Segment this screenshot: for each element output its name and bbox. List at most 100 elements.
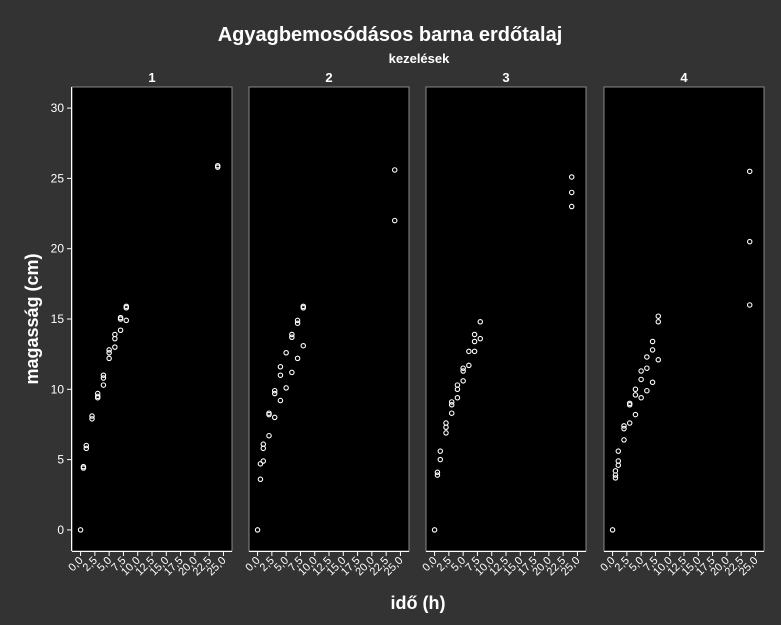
data-point [632,392,639,398]
data-point [471,331,478,338]
data-point [655,313,662,319]
data-point [254,527,261,533]
data-point [123,317,130,324]
data-point [123,303,130,310]
data-point [106,355,112,362]
data-point [294,320,301,326]
data-point [621,423,627,429]
data-point [632,386,639,393]
data-point [106,349,112,356]
data-point [94,390,101,397]
data-point [644,365,650,371]
chart-subtitle: kezelések [389,51,450,66]
data-point [443,430,449,436]
data-point [100,372,107,378]
data-point [266,410,272,416]
data-point [655,357,662,363]
data-point [448,399,455,405]
data-point [615,448,622,454]
data-point [283,349,289,356]
data-point [649,338,656,345]
data-point [271,390,278,397]
data-point [746,238,753,245]
data-point [638,394,644,401]
data-point [609,527,616,533]
data-point [437,456,444,463]
panel-label: 1 [148,70,155,85]
data-point [100,375,107,381]
y-tick-label: 20 [51,242,65,256]
y-tick-label: 10 [51,382,65,396]
data-point [443,420,449,426]
data-point [568,174,575,180]
data-point [106,347,112,353]
data-point [454,382,461,388]
data-point [100,382,107,388]
data-point [112,344,118,350]
data-point [277,397,284,404]
data-point [271,414,278,421]
data-point [277,372,284,378]
data-point [454,394,461,401]
chart-title: Agyagbemosódásos barna erdőtalaj [218,24,563,46]
data-point [294,355,301,362]
data-point [266,432,272,439]
data-point [431,527,438,533]
data-point [260,441,267,447]
data-point [644,387,650,394]
data-point [746,168,753,175]
data-point [391,217,398,224]
panel-label: 3 [502,70,509,85]
data-point [112,331,118,338]
data-point [466,362,472,369]
y-axis-label: magasság (cm) [22,253,42,384]
data-point [448,410,455,416]
data-point [477,319,484,325]
data-point [460,378,466,384]
data-point [632,411,639,418]
panel-plot-area [71,86,233,552]
data-point [612,475,619,481]
data-point [257,461,264,467]
data-point [117,314,124,321]
data-point [746,302,753,308]
data-point [460,368,466,374]
data-point [117,327,124,333]
panel-2: 20,02,55,07,510,012,515,017,520,022,525,… [243,70,410,578]
panel-label: 2 [325,70,332,85]
data-point [89,413,95,419]
data-point [471,348,478,355]
y-tick-label: 5 [57,453,64,467]
data-point [615,458,622,464]
data-point [644,354,650,360]
data-point [80,463,87,470]
data-point [460,365,466,371]
data-point [612,468,619,474]
panel-4: 40,02,55,07,510,012,515,017,520,022,525,… [598,70,765,578]
panel-label: 4 [680,70,688,85]
data-point [300,342,307,349]
y-tick-label: 25 [51,171,65,185]
data-point [214,162,221,169]
data-point [649,347,656,353]
data-point [621,425,627,432]
data-point [257,476,264,483]
data-point [434,472,441,478]
data-point [638,376,644,383]
panels-layer: 10,02,55,07,510,012,515,017,520,022,525,… [51,70,765,578]
data-point [437,448,444,454]
data-point [83,442,90,449]
data-point [289,331,295,338]
data-point [294,317,301,324]
data-point [466,348,472,355]
data-point [89,416,95,422]
panel-plot-area [603,86,765,552]
y-tick-label: 0 [57,523,64,537]
panel-plot-area [248,86,410,552]
data-point [260,458,267,464]
data-point [626,420,633,426]
data-point [283,385,289,391]
x-axis-label: idő (h) [391,593,446,613]
data-point [638,368,644,374]
